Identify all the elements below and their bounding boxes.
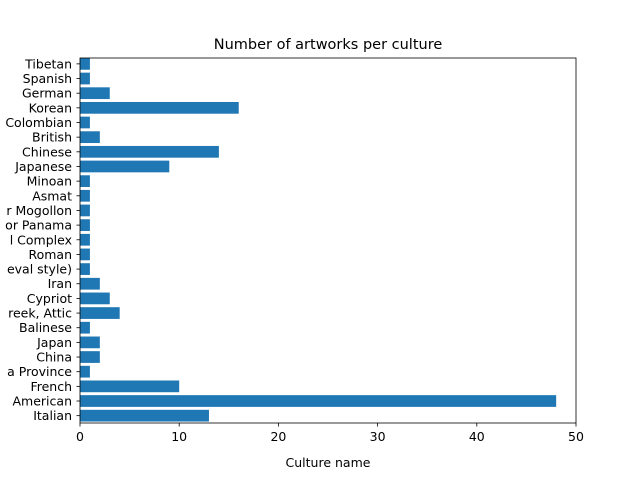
y-tick-label: Iran (48, 276, 72, 291)
bar (80, 87, 110, 100)
bar (80, 116, 90, 129)
x-tick-label: 0 (76, 429, 84, 444)
bar (80, 292, 110, 305)
x-tick-label: 30 (370, 429, 386, 444)
bar (80, 409, 209, 422)
y-tick-label: French (30, 379, 72, 394)
y-tick-label: r Mogollon (6, 203, 72, 218)
y-tick-label: eval style) (7, 262, 72, 277)
y-tick-label: Japan (36, 335, 72, 350)
bar (80, 233, 90, 246)
y-tick-label: Japanese (14, 159, 72, 174)
bar (80, 72, 90, 85)
bar (80, 365, 90, 378)
bar (80, 336, 100, 349)
bar (80, 263, 90, 275)
y-tick-label: Roman (28, 247, 72, 262)
y-tick-label: British (32, 130, 72, 145)
bar (80, 277, 100, 290)
bar (80, 380, 180, 393)
x-axis-label: Culture name (286, 455, 371, 470)
plot-frame (79, 57, 577, 424)
bars-group (80, 58, 557, 422)
bar (80, 248, 90, 261)
y-tick-label: a Province (7, 364, 72, 379)
bar (80, 145, 219, 158)
x-tick-label: 50 (568, 429, 584, 444)
y-tick-label: Tibetan (24, 56, 72, 71)
y-tick-label: Chinese (22, 144, 72, 159)
y-tick-label: Colombian (5, 115, 72, 130)
bar (80, 351, 100, 363)
y-tick-label: Italian (33, 408, 72, 423)
bar (80, 189, 90, 202)
y-tick-label: Spanish (23, 71, 72, 86)
x-tick-label: 10 (171, 429, 187, 444)
y-tick-label: reek, Attic (8, 306, 72, 321)
y-tick-label: Cypriot (27, 291, 72, 306)
y-tick-label: or Panama (5, 218, 72, 233)
y-tick-label: German (22, 86, 72, 101)
y-tick-label: l Complex (10, 232, 72, 247)
y-tick-label: Balinese (19, 320, 72, 335)
y-tick-label: Minoan (27, 174, 72, 189)
y-tick-label: China (36, 350, 72, 365)
x-tick-label: 20 (270, 429, 286, 444)
bar (80, 219, 90, 231)
bar (80, 204, 90, 217)
x-axis-ticks: 0 10 20 30 40 50 (76, 423, 584, 444)
bar (80, 395, 557, 407)
y-tick-label: Korean (29, 100, 72, 115)
chart-title: Number of artworks per culture (214, 37, 443, 53)
y-tick-label: American (13, 394, 73, 409)
bar (80, 160, 170, 173)
y-tick-label: Asmat (32, 188, 72, 203)
bar (80, 175, 90, 187)
bar (80, 307, 120, 319)
bar (80, 58, 90, 70)
bar (80, 101, 239, 114)
bar (80, 131, 100, 144)
bar (80, 321, 90, 334)
x-tick-label: 40 (469, 429, 485, 444)
